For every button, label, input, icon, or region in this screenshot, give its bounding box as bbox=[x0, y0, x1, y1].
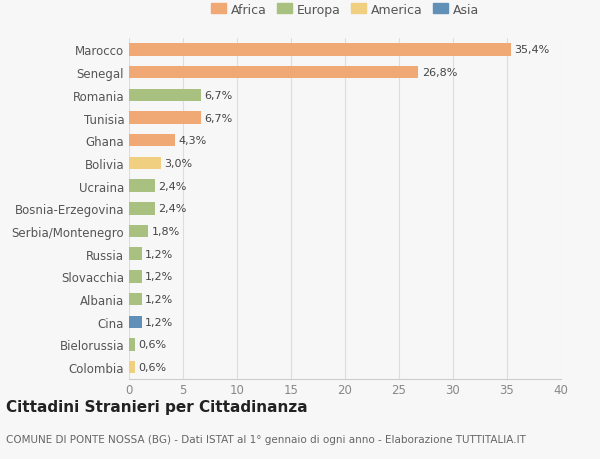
Text: 6,7%: 6,7% bbox=[205, 113, 233, 123]
Text: COMUNE DI PONTE NOSSA (BG) - Dati ISTAT al 1° gennaio di ogni anno - Elaborazion: COMUNE DI PONTE NOSSA (BG) - Dati ISTAT … bbox=[6, 434, 526, 444]
Text: Cittadini Stranieri per Cittadinanza: Cittadini Stranieri per Cittadinanza bbox=[6, 399, 308, 414]
Bar bbox=[129, 270, 142, 283]
Text: 1,2%: 1,2% bbox=[145, 294, 173, 304]
Text: 0,6%: 0,6% bbox=[139, 340, 167, 350]
Text: 3,0%: 3,0% bbox=[164, 158, 193, 168]
Text: 0,6%: 0,6% bbox=[139, 362, 167, 372]
Text: 1,2%: 1,2% bbox=[145, 272, 173, 282]
Bar bbox=[129, 67, 418, 79]
Bar bbox=[129, 180, 155, 192]
Bar bbox=[129, 293, 142, 306]
Bar bbox=[129, 112, 202, 124]
Bar bbox=[129, 225, 148, 238]
Text: 1,2%: 1,2% bbox=[145, 317, 173, 327]
Text: 4,3%: 4,3% bbox=[179, 136, 207, 146]
Text: 35,4%: 35,4% bbox=[515, 45, 550, 56]
Bar bbox=[129, 202, 155, 215]
Text: 6,7%: 6,7% bbox=[205, 90, 233, 101]
Bar bbox=[129, 134, 175, 147]
Bar bbox=[129, 44, 511, 56]
Bar bbox=[129, 248, 142, 260]
Text: 1,2%: 1,2% bbox=[145, 249, 173, 259]
Bar bbox=[129, 338, 136, 351]
Bar bbox=[129, 157, 161, 170]
Legend: Africa, Europa, America, Asia: Africa, Europa, America, Asia bbox=[209, 1, 481, 19]
Bar bbox=[129, 361, 136, 374]
Text: 26,8%: 26,8% bbox=[422, 68, 457, 78]
Text: 2,4%: 2,4% bbox=[158, 204, 187, 214]
Bar bbox=[129, 316, 142, 328]
Text: 1,8%: 1,8% bbox=[152, 226, 180, 236]
Text: 2,4%: 2,4% bbox=[158, 181, 187, 191]
Bar bbox=[129, 90, 202, 102]
